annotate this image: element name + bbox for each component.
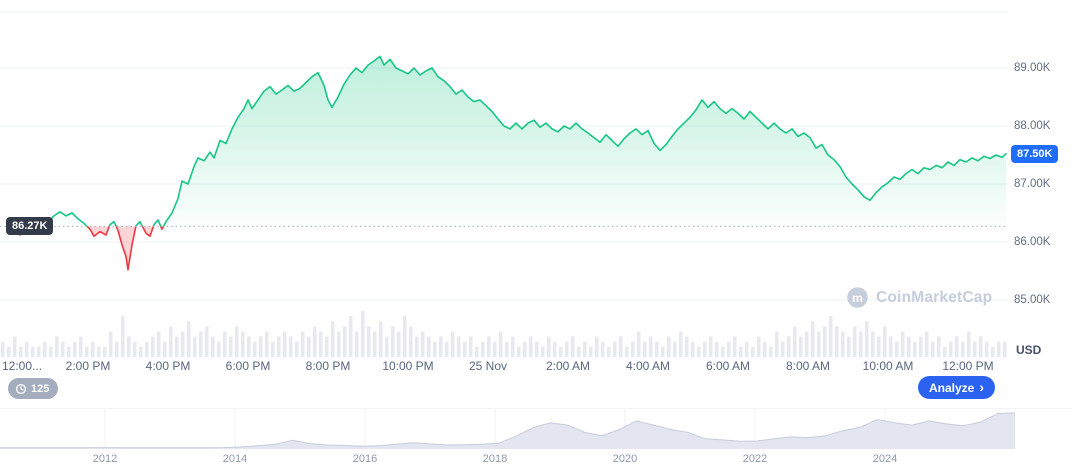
x-axis-label: 6:00 AM <box>705 359 751 373</box>
watermark-text: CoinMarketCap <box>876 288 993 306</box>
year-label: 2024 <box>872 453 898 465</box>
history-count-pill[interactable]: 125 <box>8 378 59 399</box>
chevron-right-icon: › <box>979 379 985 395</box>
price-chart[interactable] <box>0 0 1072 358</box>
volume-bars <box>1 311 1007 357</box>
year-label: 2020 <box>612 453 638 465</box>
x-axis-label: 2:00 PM <box>65 359 111 373</box>
coinmarketcap-logo-icon: m <box>847 287 868 308</box>
analyze-label: Analyze <box>929 380 975 395</box>
axis-unit-label: USD <box>1016 343 1042 357</box>
year-label: 2014 <box>222 453 248 465</box>
range-selector-chart[interactable] <box>0 408 1072 449</box>
x-axis: 12:00... 2:00 PM 4:00 PM 6:00 PM 8:00 PM 10:0… <box>0 359 1072 375</box>
x-axis-label: 10:00 PM <box>382 359 434 373</box>
x-axis-label: 25 Nov <box>468 359 508 373</box>
analyze-button[interactable]: Analyze › <box>918 376 996 399</box>
range-selector-years: 2012 2014 2016 2018 2020 2022 2024 <box>0 452 1072 468</box>
x-axis-label: 12:00... <box>2 359 43 373</box>
x-axis-label: 4:00 AM <box>625 359 671 373</box>
year-label: 2016 <box>352 453 378 465</box>
coinmarketcap-watermark: m CoinMarketCap <box>846 286 992 309</box>
x-axis-label: 8:00 PM <box>305 359 351 373</box>
x-axis-label: 10:00 AM <box>862 359 914 373</box>
open-price-badge: 86.27K <box>6 217 54 236</box>
x-axis-label: 6:00 PM <box>225 359 271 373</box>
history-count: 125 <box>31 382 50 395</box>
svg-text:m: m <box>852 291 863 305</box>
year-label: 2018 <box>482 453 508 465</box>
x-axis-label: 4:00 PM <box>145 359 191 373</box>
history-icon <box>15 383 27 394</box>
x-axis-label: 8:00 AM <box>785 359 831 373</box>
x-axis-label: 12:00 PM <box>942 359 994 373</box>
current-price-badge: 87.50K <box>1011 144 1059 163</box>
year-label: 2012 <box>92 453 118 465</box>
x-axis-label: 2:00 AM <box>545 359 591 373</box>
year-label: 2022 <box>742 453 768 465</box>
